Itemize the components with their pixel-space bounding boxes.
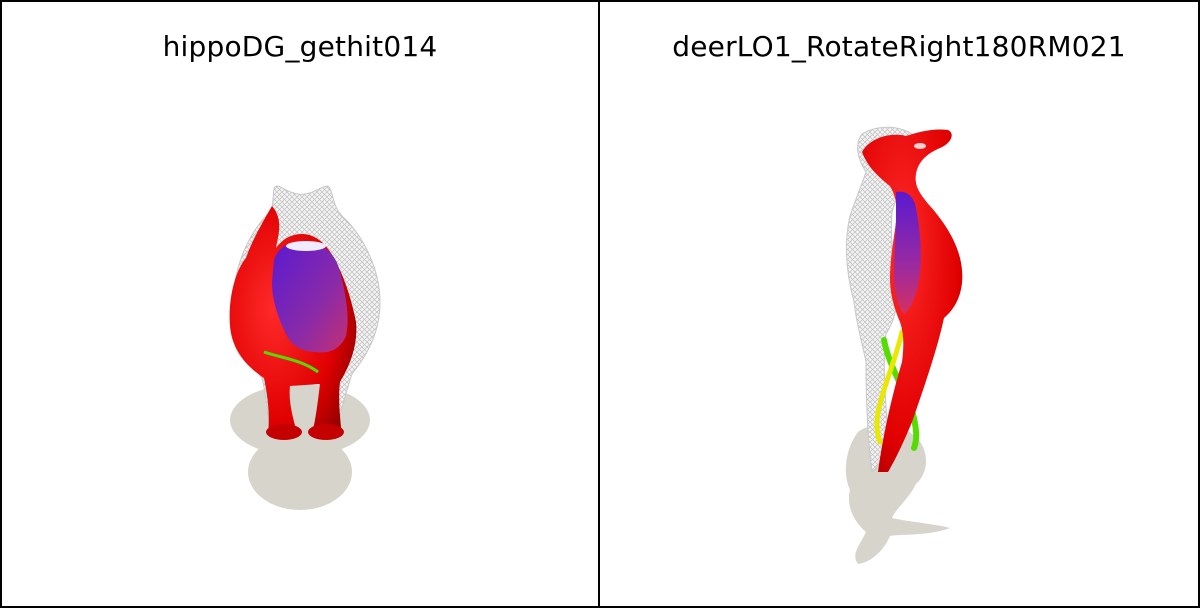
hippo-limb-strand xyxy=(263,350,319,374)
hippo-opening xyxy=(286,241,326,251)
panel-title-right: deerLO1_RotateRight180RM021 xyxy=(672,30,1126,63)
hippo-feet xyxy=(266,424,344,440)
panel-left: hippoDG_gethit014 xyxy=(0,0,600,608)
hippo-render xyxy=(229,185,381,510)
panel-title-left: hippoDG_gethit014 xyxy=(162,30,438,63)
deer-limb-yellow xyxy=(874,329,905,445)
deer-render xyxy=(845,126,963,564)
deer-interior xyxy=(894,191,921,314)
panel-right: deerLO1_RotateRight180RM021 xyxy=(600,0,1200,608)
hippo-interior xyxy=(272,241,348,353)
hippo-shadow xyxy=(230,384,370,510)
deer-ear-highlight xyxy=(914,143,926,149)
